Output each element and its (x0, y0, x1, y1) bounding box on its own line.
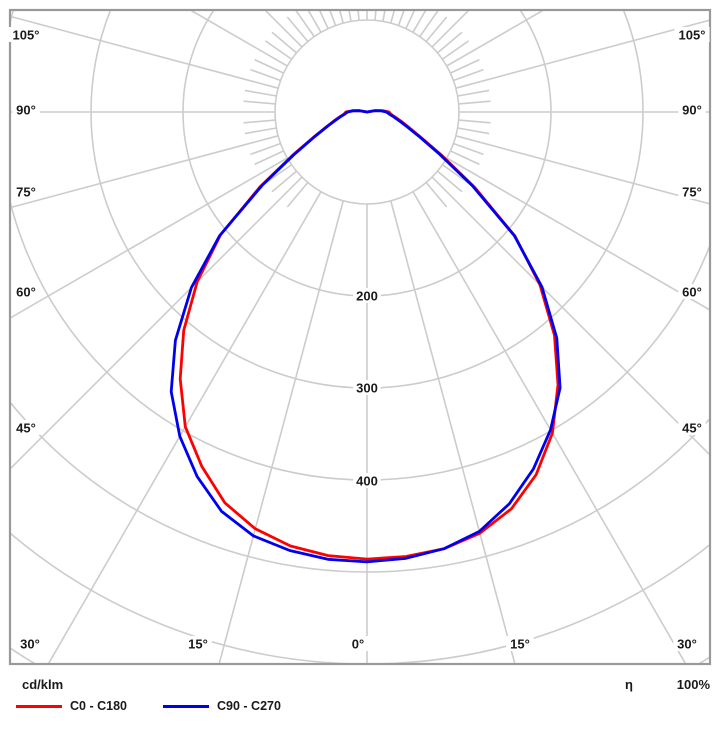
grid-spoke (10, 135, 279, 209)
grid-spoke (188, 10, 288, 67)
grid-fine-tick (441, 164, 470, 184)
plot-border (8, 8, 712, 666)
grid-spoke (431, 176, 710, 457)
intensity-curve-c0-c180 (178, 109, 560, 561)
grid-spoke (10, 157, 288, 320)
angle-label-bottom: 30° (20, 637, 40, 652)
grid-fine-tick (243, 100, 276, 105)
grid-fine-tick (382, 10, 386, 22)
grid-fine-tick (271, 170, 298, 193)
legend-item-c90-c270: C90 - C270 (163, 699, 281, 713)
grid-fine-tick (254, 150, 284, 166)
grid-fine-tick (318, 10, 329, 29)
grid-fine-tick (271, 31, 298, 54)
grid-spoke (47, 191, 322, 664)
angle-label-right: 60° (682, 285, 702, 300)
grid-fine-tick (397, 10, 405, 26)
grid-fine-tick (357, 10, 360, 21)
legend-label-c0-c180: C0 - C180 (70, 699, 127, 713)
grid-fine-tick (244, 127, 277, 135)
grid-fine-tick (419, 10, 439, 38)
grid-fine-tick (250, 142, 281, 156)
grid-fine-tick (436, 31, 463, 54)
ring-value-label: 300 (356, 381, 378, 396)
grid-spoke (412, 191, 687, 664)
grid-fine-tick (450, 58, 480, 74)
efficiency-symbol: η (625, 677, 633, 692)
grid-fine-tick (244, 89, 277, 97)
grid-fine-tick (450, 150, 480, 166)
unit-label: cd/klm (22, 677, 64, 692)
efficiency-value: 100% (676, 677, 710, 692)
grid-fine-tick (348, 10, 352, 22)
grid-fine-tick (458, 119, 491, 124)
grid-spoke (390, 200, 516, 664)
angle-label-bottom: 30° (677, 637, 697, 652)
grid-spoke (263, 10, 303, 48)
grid-fine-tick (243, 119, 276, 124)
angle-label-left: 45° (16, 421, 36, 436)
grid-spoke (455, 135, 710, 205)
grid-fine-tick (457, 89, 490, 97)
grid-spoke (10, 15, 279, 89)
c0-c180-line-swatch (16, 704, 62, 708)
angle-label-left: 75° (16, 185, 36, 200)
angle-label-right: 75° (682, 185, 702, 200)
angle-label-left: 60° (16, 285, 36, 300)
grid-fine-tick (453, 68, 484, 82)
legend-item-c0-c180: C0 - C180 (16, 699, 127, 713)
grid-fine-tick (286, 16, 309, 43)
grid-fine-tick (264, 164, 293, 184)
angle-label-bottom: 15° (510, 637, 530, 652)
grid-fine-tick (329, 10, 337, 26)
grid-labels: 105° 90° 75° 60° 45° 105° 90° 75° 60° 45° 30° 15° 0°… (8, 27, 710, 652)
grid-fine-tick (457, 127, 490, 135)
grid-fine-tick (436, 170, 463, 193)
grid-fine-tick (425, 16, 448, 43)
angle-label-right: 90° (682, 103, 702, 118)
angle-label-left: 105° (13, 28, 40, 43)
grid-spoke (307, 10, 322, 33)
angle-label-right: 105° (679, 28, 706, 43)
grid-fine-tick (250, 68, 281, 82)
legend-label-c90-c270: C90 - C270 (217, 699, 281, 713)
angle-label-bottom: 0° (352, 637, 364, 652)
grid-fine-tick (374, 10, 377, 21)
angle-label-bottom: 15° (188, 637, 208, 652)
c90-c270-line-swatch (163, 704, 209, 708)
grid-spoke (10, 176, 303, 471)
grid-spoke (446, 10, 546, 67)
grid-fine-tick (254, 58, 284, 74)
ring-value-label: 200 (356, 289, 378, 304)
grid-ring (10, 531, 710, 664)
grid-fine-tick (405, 10, 416, 29)
grid-fine-tick (295, 10, 315, 38)
grid-fine-tick (286, 181, 309, 208)
grid-spoke (412, 10, 427, 33)
ring-value-label: 400 (356, 474, 378, 489)
grid-spoke (455, 19, 710, 89)
angle-label-right: 45° (682, 421, 702, 436)
grid-fine-tick (425, 181, 448, 208)
angle-label-left: 90° (16, 103, 36, 118)
grid-fine-tick (441, 40, 470, 60)
grid-spoke (218, 200, 344, 664)
grid-fine-tick (453, 142, 484, 156)
grid-fine-tick (458, 100, 491, 105)
intensity-curve-c90-c270 (169, 109, 562, 564)
grid-fine-tick (264, 40, 293, 60)
